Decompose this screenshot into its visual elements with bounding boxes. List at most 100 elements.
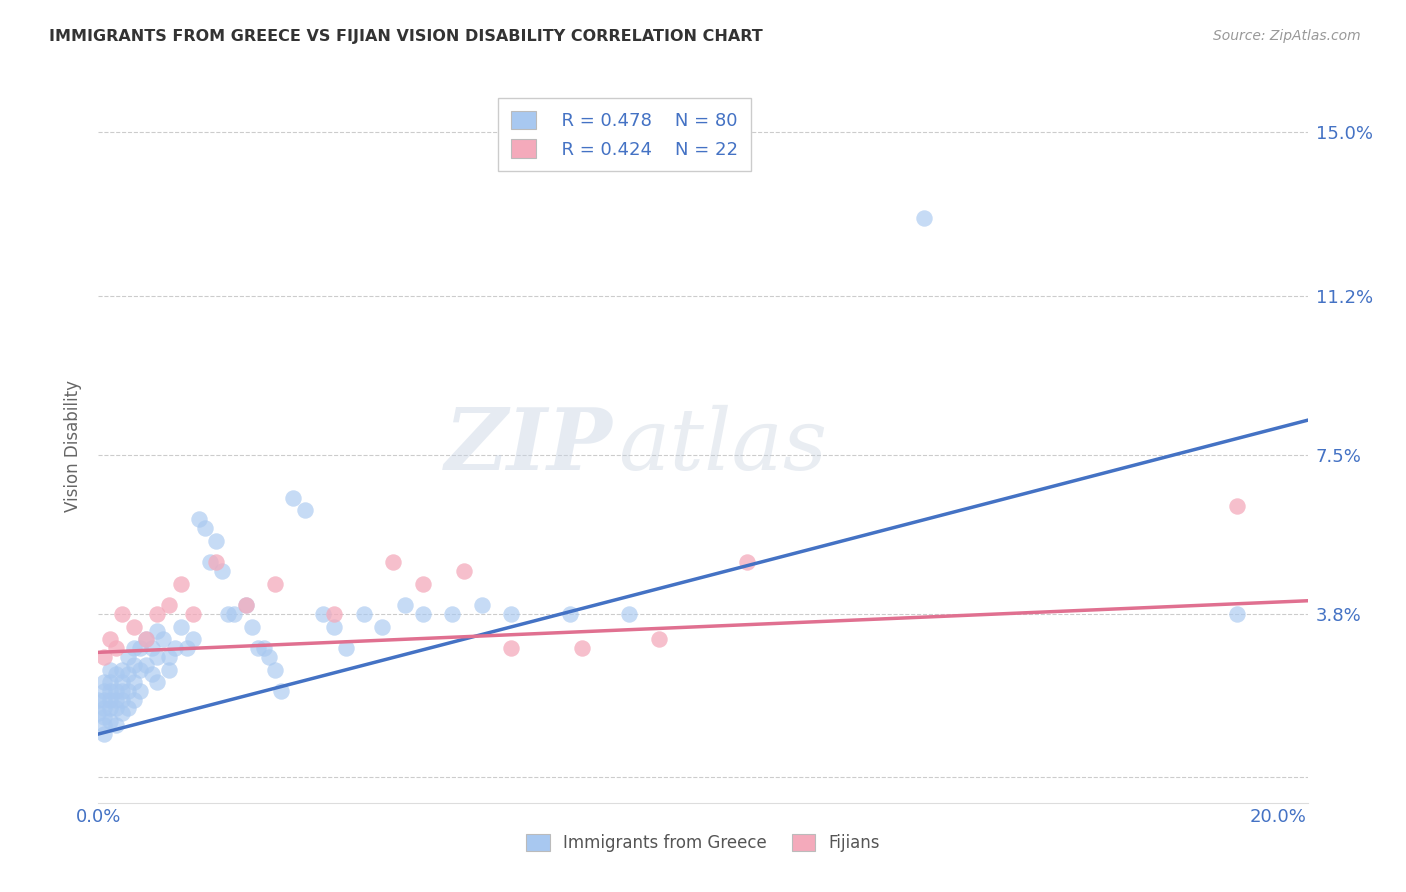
Point	[471, 598, 494, 612]
Point	[222, 607, 245, 621]
Point	[105, 718, 128, 732]
Point	[157, 663, 180, 677]
Point	[128, 641, 150, 656]
Point	[1226, 607, 1249, 621]
Point	[111, 706, 134, 720]
Point	[259, 649, 281, 664]
Point	[117, 649, 139, 664]
Point	[560, 607, 582, 621]
Point	[152, 632, 174, 647]
Point	[200, 555, 222, 569]
Point	[111, 684, 134, 698]
Point	[98, 675, 121, 690]
Point	[170, 619, 193, 633]
Point	[93, 692, 115, 706]
Text: atlas: atlas	[619, 405, 828, 487]
Point	[105, 692, 128, 706]
Point	[87, 706, 110, 720]
Point	[141, 641, 163, 656]
Point	[93, 727, 115, 741]
Point	[571, 641, 593, 656]
Point	[135, 632, 157, 647]
Point	[128, 663, 150, 677]
Point	[122, 675, 145, 690]
Point	[246, 641, 269, 656]
Point	[105, 641, 128, 656]
Point	[157, 649, 180, 664]
Point	[98, 632, 121, 647]
Point	[619, 607, 641, 621]
Point	[93, 718, 115, 732]
Point	[335, 641, 357, 656]
Point	[270, 684, 292, 698]
Y-axis label: Vision Disability: Vision Disability	[65, 380, 83, 512]
Point	[111, 675, 134, 690]
Point	[117, 701, 139, 715]
Point	[217, 607, 239, 621]
Point	[122, 619, 145, 633]
Point	[98, 714, 121, 728]
Point	[240, 619, 263, 633]
Point	[1226, 499, 1249, 513]
Point	[117, 684, 139, 698]
Legend: Immigrants from Greece, Fijians: Immigrants from Greece, Fijians	[520, 827, 886, 859]
Point	[912, 211, 935, 226]
Point	[412, 576, 434, 591]
Point	[93, 710, 115, 724]
Point	[181, 632, 204, 647]
Point	[176, 641, 198, 656]
Point	[181, 607, 204, 621]
Point	[501, 607, 523, 621]
Point	[353, 607, 375, 621]
Point	[281, 491, 304, 505]
Point	[382, 555, 405, 569]
Point	[141, 666, 163, 681]
Point	[135, 632, 157, 647]
Point	[235, 598, 257, 612]
Point	[93, 701, 115, 715]
Point	[170, 576, 193, 591]
Point	[165, 641, 187, 656]
Point	[93, 649, 115, 664]
Point	[501, 641, 523, 656]
Point	[264, 663, 287, 677]
Point	[205, 555, 228, 569]
Point	[187, 512, 209, 526]
Point	[370, 619, 392, 633]
Point	[264, 576, 287, 591]
Point	[146, 675, 169, 690]
Point	[122, 692, 145, 706]
Point	[294, 503, 316, 517]
Point	[122, 658, 145, 673]
Point	[311, 607, 333, 621]
Point	[98, 663, 121, 677]
Point	[323, 619, 346, 633]
Point	[111, 663, 134, 677]
Point	[93, 684, 115, 698]
Point	[122, 641, 145, 656]
Point	[111, 692, 134, 706]
Text: ZIP: ZIP	[444, 404, 613, 488]
Point	[111, 607, 134, 621]
Point	[412, 607, 434, 621]
Point	[128, 684, 150, 698]
Point	[252, 641, 274, 656]
Point	[87, 692, 110, 706]
Point	[735, 555, 758, 569]
Point	[146, 649, 169, 664]
Point	[157, 598, 180, 612]
Point	[105, 701, 128, 715]
Point	[93, 675, 115, 690]
Point	[211, 564, 233, 578]
Point	[135, 658, 157, 673]
Point	[205, 533, 228, 548]
Point	[117, 666, 139, 681]
Point	[453, 564, 475, 578]
Point	[146, 624, 169, 638]
Point	[648, 632, 671, 647]
Point	[323, 607, 346, 621]
Point	[98, 684, 121, 698]
Point	[441, 607, 464, 621]
Text: IMMIGRANTS FROM GREECE VS FIJIAN VISION DISABILITY CORRELATION CHART: IMMIGRANTS FROM GREECE VS FIJIAN VISION …	[49, 29, 763, 44]
Point	[98, 692, 121, 706]
